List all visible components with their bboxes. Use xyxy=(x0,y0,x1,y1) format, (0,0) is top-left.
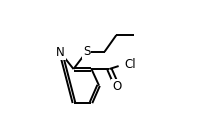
Text: S: S xyxy=(83,45,90,58)
Text: Cl: Cl xyxy=(125,58,136,71)
Text: O: O xyxy=(112,80,122,93)
Text: N: N xyxy=(56,46,65,59)
